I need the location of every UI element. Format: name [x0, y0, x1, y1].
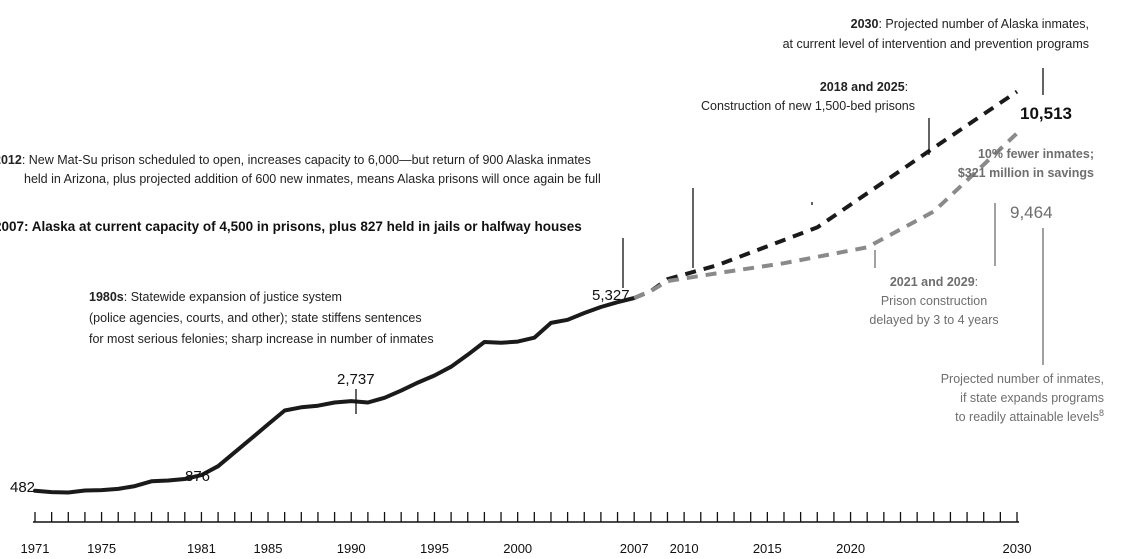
x-tick-label-1975: 1975: [87, 541, 116, 556]
annotation-1980s: 1980s: Statewide expansion of justice sy…: [89, 290, 342, 304]
annotation-2021-2029-line2: Prison construction: [881, 294, 987, 308]
x-tick-label-2020: 2020: [836, 541, 865, 556]
annotation-2018-2025: 2018 and 2025:: [820, 80, 908, 94]
x-tick-label-1995: 1995: [420, 541, 449, 556]
value-label-1971: 482: [10, 479, 35, 496]
annotation-2021-2029: 2021 and 2029:: [890, 275, 978, 289]
series-layer: [33, 89, 1019, 495]
annotation-expanded-programs-line2: if state expands programs: [960, 391, 1104, 405]
x-tick-label-1981: 1981: [187, 541, 216, 556]
value-labels: 482 876 2,737 5,327 10,513 9,464: [10, 104, 1072, 496]
series-line-projection-current: [633, 89, 1019, 300]
annotation-2012: 2012: New Mat-Su prison scheduled to ope…: [0, 153, 591, 167]
annotation-expanded-programs-line3: to readily attainable levels8: [955, 408, 1104, 424]
x-axis: [33, 512, 1019, 523]
x-tick-labels: 1971 1975 1981 1985 1990 1995 2000 2007 …: [21, 541, 1032, 556]
annotation-2030-line2: at current level of intervention and pre…: [783, 37, 1089, 51]
series-line-projection-expanded: [633, 131, 1019, 300]
x-tick-label-1971: 1971: [21, 541, 50, 556]
value-label-1981: 876: [185, 468, 210, 485]
x-axis-ticks: [34, 512, 1018, 522]
annotation-2021-2029-line3: delayed by 3 to 4 years: [869, 313, 998, 327]
x-tick-label-2000: 2000: [503, 541, 532, 556]
annotation-1980s-line3: for most serious felonies; sharp increas…: [89, 332, 434, 346]
x-tick-label-2010: 2010: [670, 541, 699, 556]
x-tick-label-2030: 2030: [1003, 541, 1032, 556]
annotation-1980s-line2: (police agencies, courts, and other); st…: [89, 311, 422, 325]
x-tick-label-1990: 1990: [337, 541, 366, 556]
annotation-2012-line2: held in Arizona, plus projected addition…: [24, 172, 601, 186]
annotation-expanded-programs: Projected number of inmates,: [941, 372, 1104, 386]
annotation-savings: 10% fewer inmates;: [978, 147, 1094, 161]
x-tick-label-2015: 2015: [753, 541, 782, 556]
annotation-savings-line2: $321 million in savings: [958, 166, 1094, 180]
annotation-2007: 2007: Alaska at current capacity of 4,50…: [0, 219, 582, 234]
value-label-2030-current: 10,513: [1020, 104, 1072, 123]
value-label-2030-expanded: 9,464: [1010, 203, 1053, 222]
annotations: 1980s: Statewide expansion of justice sy…: [0, 17, 1104, 424]
x-tick-label-1985: 1985: [254, 541, 283, 556]
annotation-2030: 2030: Projected number of Alaska inmates…: [851, 17, 1089, 31]
x-tick-label-2007: 2007: [620, 541, 649, 556]
annotation-2018-2025-line2: Construction of new 1,500-bed prisons: [701, 99, 915, 113]
series-line-actual: [33, 296, 637, 495]
value-label-2007: 5,327: [592, 287, 630, 304]
annotation-leaders: [355, 68, 1044, 414]
value-label-1990: 2,737: [337, 371, 375, 388]
